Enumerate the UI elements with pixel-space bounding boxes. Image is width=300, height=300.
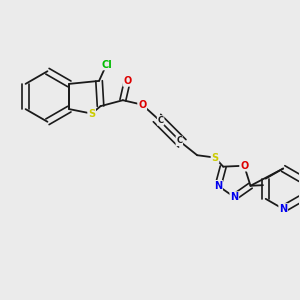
Text: C: C bbox=[158, 116, 164, 125]
Text: Cl: Cl bbox=[101, 59, 112, 70]
Text: S: S bbox=[212, 153, 218, 163]
Text: N: N bbox=[230, 192, 238, 202]
Text: N: N bbox=[279, 204, 287, 214]
Text: S: S bbox=[88, 109, 95, 118]
Text: C: C bbox=[176, 136, 182, 146]
Text: O: O bbox=[138, 100, 146, 110]
Text: O: O bbox=[123, 76, 131, 86]
Text: O: O bbox=[240, 161, 248, 171]
Text: N: N bbox=[214, 181, 222, 191]
